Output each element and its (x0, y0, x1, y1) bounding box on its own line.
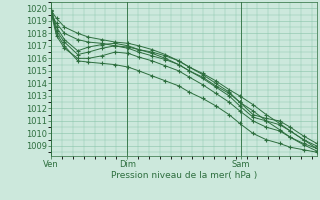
X-axis label: Pression niveau de la mer( hPa ): Pression niveau de la mer( hPa ) (111, 171, 257, 180)
